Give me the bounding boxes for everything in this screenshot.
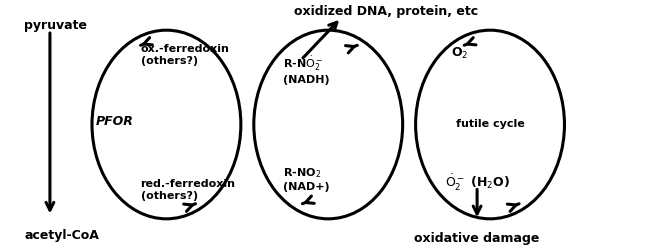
Text: O$_2$: O$_2$ [451, 46, 469, 61]
Text: R-N$\dot{\rm O}_2^-$
(NADH): R-N$\dot{\rm O}_2^-$ (NADH) [283, 54, 330, 84]
Text: ox.-ferredoxin
(others?): ox.-ferredoxin (others?) [140, 44, 229, 65]
Text: futile cycle: futile cycle [456, 119, 525, 129]
Text: $\dot{\rm O}_2^-$ (H$_2$O): $\dot{\rm O}_2^-$ (H$_2$O) [445, 172, 510, 192]
Text: oxidized DNA, protein, etc: oxidized DNA, protein, etc [294, 5, 478, 18]
Text: oxidative damage: oxidative damage [415, 231, 540, 244]
Text: pyruvate: pyruvate [24, 19, 87, 32]
Text: acetyl-CoA: acetyl-CoA [24, 228, 99, 240]
Text: red.-ferredoxin
(others?): red.-ferredoxin (others?) [140, 178, 235, 200]
Text: PFOR: PFOR [96, 115, 133, 128]
Text: R-NO$_2$
(NAD+): R-NO$_2$ (NAD+) [283, 166, 330, 191]
